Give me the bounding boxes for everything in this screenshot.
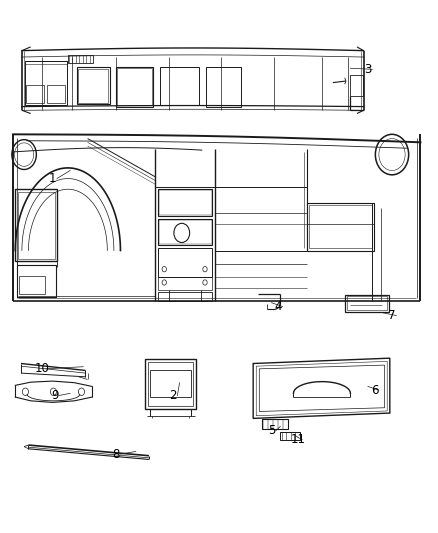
Bar xyxy=(148,362,193,406)
Text: 10: 10 xyxy=(34,362,49,375)
Text: 9: 9 xyxy=(51,389,59,402)
Bar xyxy=(206,67,241,107)
Bar xyxy=(158,292,212,301)
Bar xyxy=(19,276,45,294)
Bar xyxy=(18,192,55,259)
Bar xyxy=(116,67,153,107)
Bar xyxy=(145,359,196,409)
Bar xyxy=(159,190,212,215)
Text: 1: 1 xyxy=(49,172,57,185)
Bar xyxy=(158,248,212,277)
Bar xyxy=(159,220,212,244)
Text: 8: 8 xyxy=(113,448,120,461)
Bar xyxy=(117,68,152,105)
Text: 6: 6 xyxy=(371,384,378,397)
Bar xyxy=(78,69,108,103)
Text: 3: 3 xyxy=(364,63,371,76)
Text: 5: 5 xyxy=(268,424,275,437)
Bar xyxy=(15,189,57,261)
Bar xyxy=(350,75,363,96)
Bar xyxy=(25,61,67,105)
Text: 11: 11 xyxy=(290,433,305,446)
Bar xyxy=(158,189,212,216)
Text: 7: 7 xyxy=(388,309,396,322)
Bar xyxy=(17,265,56,297)
Bar xyxy=(150,370,191,397)
Bar xyxy=(345,295,389,312)
Bar xyxy=(77,67,110,104)
Bar xyxy=(309,205,372,248)
Bar xyxy=(262,419,288,429)
Bar xyxy=(280,432,300,440)
Bar xyxy=(47,85,65,103)
Bar xyxy=(307,203,374,251)
Bar xyxy=(158,277,212,290)
Bar xyxy=(68,55,93,63)
Bar xyxy=(26,85,44,103)
Bar xyxy=(158,219,212,245)
Bar xyxy=(160,67,199,105)
Text: 2: 2 xyxy=(169,389,177,402)
Bar xyxy=(347,296,387,310)
Text: 4: 4 xyxy=(274,300,282,313)
